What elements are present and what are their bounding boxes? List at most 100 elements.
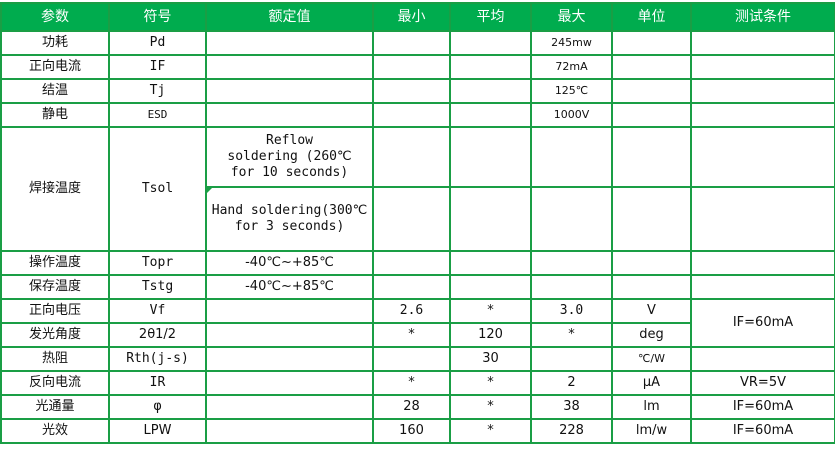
cell-unit[interactable] (611, 30, 692, 56)
cell-max[interactable]: 228 (530, 418, 613, 444)
cell-rating[interactable] (205, 418, 374, 444)
cell-symbol[interactable]: Topr (108, 250, 207, 276)
cell-param[interactable]: 操作温度 (0, 250, 110, 276)
cell-condition[interactable] (690, 78, 835, 104)
cell-avg[interactable] (449, 250, 532, 276)
cell-max[interactable]: 38 (530, 394, 613, 420)
cell-max[interactable]: * (530, 322, 613, 348)
cell-condition[interactable] (690, 274, 835, 300)
cell-condition[interactable]: IF=60mA (690, 298, 835, 348)
cell-avg[interactable] (449, 30, 532, 56)
cell-param[interactable]: 功耗 (0, 30, 110, 56)
cell-avg[interactable]: * (449, 370, 532, 396)
cell-unit[interactable] (611, 274, 692, 300)
cell-min[interactable] (372, 274, 451, 300)
cell-min[interactable]: 28 (372, 394, 451, 420)
cell-max[interactable] (530, 126, 613, 188)
cell-symbol[interactable]: IR (108, 370, 207, 396)
cell-unit[interactable]: lm/w (611, 418, 692, 444)
cell-max[interactable]: 3.0 (530, 298, 613, 324)
cell-param[interactable]: 发光角度 (0, 322, 110, 348)
cell-symbol[interactable]: Rth(j-s) (108, 346, 207, 372)
cell-symbol[interactable]: Pd (108, 30, 207, 56)
cell-symbol[interactable]: φ (108, 394, 207, 420)
cell-param[interactable]: 正向电压 (0, 298, 110, 324)
cell-max[interactable] (530, 346, 613, 372)
cell-unit[interactable] (611, 102, 692, 128)
cell-avg[interactable]: 120 (449, 322, 532, 348)
cell-rating[interactable]: -40℃~+85℃ (205, 250, 374, 276)
cell-unit[interactable] (611, 54, 692, 80)
cell-max[interactable] (530, 274, 613, 300)
cell-param[interactable]: 保存温度 (0, 274, 110, 300)
cell-rating[interactable] (205, 54, 374, 80)
cell-avg[interactable] (449, 102, 532, 128)
cell-unit[interactable] (611, 250, 692, 276)
cell-min[interactable] (372, 186, 451, 252)
cell-unit[interactable]: ℃/W (611, 346, 692, 372)
cell-symbol[interactable]: Tsol (108, 126, 207, 252)
cell-param[interactable]: 热阻 (0, 346, 110, 372)
cell-rating[interactable] (205, 30, 374, 56)
cell-max[interactable] (530, 250, 613, 276)
cell-avg[interactable]: 30 (449, 346, 532, 372)
cell-avg[interactable]: * (449, 298, 532, 324)
cell-rating[interactable] (205, 102, 374, 128)
cell-rating[interactable] (205, 78, 374, 104)
cell-min[interactable] (372, 126, 451, 188)
cell-min[interactable] (372, 346, 451, 372)
cell-avg[interactable]: * (449, 418, 532, 444)
cell-condition[interactable] (690, 346, 835, 372)
cell-rating[interactable] (205, 298, 374, 324)
cell-unit[interactable]: μA (611, 370, 692, 396)
cell-symbol[interactable]: LPW (108, 418, 207, 444)
cell-max[interactable]: 2 (530, 370, 613, 396)
cell-param[interactable]: 反向电流 (0, 370, 110, 396)
cell-rating-hand[interactable]: Hand soldering(300℃ for 3 seconds) (205, 186, 374, 252)
cell-unit[interactable] (611, 186, 692, 252)
cell-max[interactable]: 245mw (530, 30, 613, 56)
cell-unit[interactable] (611, 126, 692, 188)
cell-condition[interactable] (690, 126, 835, 188)
cell-condition[interactable]: IF=60mA (690, 394, 835, 420)
cell-avg[interactable] (449, 274, 532, 300)
cell-max[interactable]: 1000V (530, 102, 613, 128)
cell-avg[interactable] (449, 186, 532, 252)
cell-min[interactable] (372, 102, 451, 128)
cell-rating[interactable]: -40℃~+85℃ (205, 274, 374, 300)
cell-unit[interactable]: lm (611, 394, 692, 420)
cell-rating[interactable] (205, 370, 374, 396)
cell-param[interactable]: 静电 (0, 102, 110, 128)
cell-condition[interactable] (690, 54, 835, 80)
cell-avg[interactable] (449, 126, 532, 188)
cell-param[interactable]: 光通量 (0, 394, 110, 420)
cell-unit[interactable]: deg (611, 322, 692, 348)
cell-rating[interactable] (205, 322, 374, 348)
cell-unit[interactable] (611, 78, 692, 104)
cell-min[interactable] (372, 250, 451, 276)
cell-condition[interactable] (690, 186, 835, 252)
cell-min[interactable]: 160 (372, 418, 451, 444)
cell-symbol[interactable]: 2θ1/2 (108, 322, 207, 348)
cell-condition[interactable] (690, 250, 835, 276)
cell-symbol[interactable]: Tstg (108, 274, 207, 300)
cell-rating[interactable] (205, 346, 374, 372)
cell-avg[interactable]: * (449, 394, 532, 420)
cell-param[interactable]: 光效 (0, 418, 110, 444)
cell-condition[interactable] (690, 102, 835, 128)
cell-condition[interactable] (690, 30, 835, 56)
cell-avg[interactable] (449, 54, 532, 80)
cell-rating[interactable] (205, 394, 374, 420)
cell-symbol[interactable]: Vf (108, 298, 207, 324)
cell-min[interactable]: 2.6 (372, 298, 451, 324)
cell-param[interactable]: 正向电流 (0, 54, 110, 80)
cell-min[interactable]: * (372, 322, 451, 348)
cell-min[interactable] (372, 30, 451, 56)
cell-condition[interactable]: VR=5V (690, 370, 835, 396)
cell-max[interactable] (530, 186, 613, 252)
cell-min[interactable] (372, 54, 451, 80)
cell-param[interactable]: 焊接温度 (0, 126, 110, 252)
cell-min[interactable] (372, 78, 451, 104)
cell-rating-reflow[interactable]: Reflow soldering (260℃ for 10 seconds) (205, 126, 374, 188)
cell-avg[interactable] (449, 78, 532, 104)
